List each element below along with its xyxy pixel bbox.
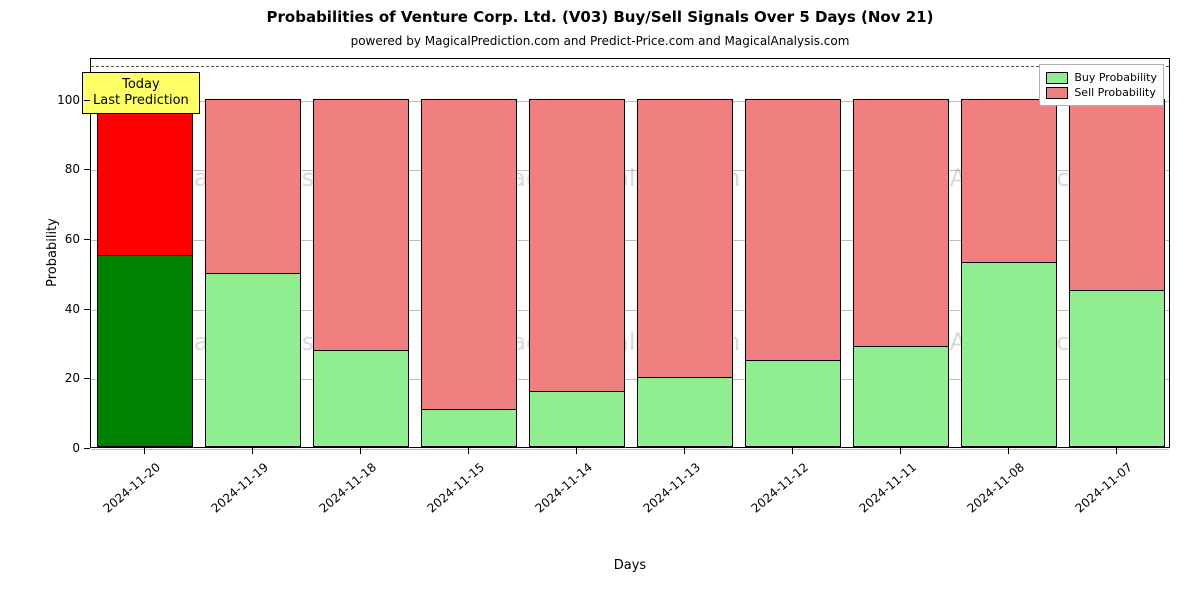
bar-group	[97, 99, 192, 447]
bar-group	[853, 99, 948, 447]
legend-item: Buy Probability	[1046, 71, 1157, 84]
x-tick-label: 2024-11-19	[193, 460, 271, 529]
y-tick-label: 20	[50, 371, 80, 385]
bar-buy	[529, 391, 624, 447]
x-tick-label: 2024-11-15	[409, 460, 487, 529]
x-tick-mark	[792, 448, 793, 454]
today-callout-line2: Last Prediction	[93, 93, 189, 109]
x-tick-label: 2024-11-08	[949, 460, 1027, 529]
x-tick-label: 2024-11-13	[625, 460, 703, 529]
y-tick-mark	[84, 448, 90, 449]
x-axis-label: Days	[90, 558, 1170, 573]
chart-container: Probabilities of Venture Corp. Ltd. (V03…	[0, 0, 1200, 600]
bar-buy	[97, 255, 192, 447]
x-tick-mark	[576, 448, 577, 454]
x-tick-mark	[360, 448, 361, 454]
bar-group	[1069, 99, 1164, 447]
plot-area: MagicalAnalysis.comMagicalAnalysis.comMa…	[90, 58, 1170, 448]
bar-sell	[529, 99, 624, 392]
y-tick-mark	[84, 169, 90, 170]
x-tick-label: 2024-11-11	[841, 460, 919, 529]
legend-item: Sell Probability	[1046, 86, 1157, 99]
y-tick-mark	[84, 100, 90, 101]
x-tick-label: 2024-11-07	[1057, 460, 1135, 529]
bar-group	[961, 99, 1056, 447]
legend: Buy Probability Sell Probability	[1039, 64, 1164, 106]
bar-buy	[745, 360, 840, 447]
bar-group	[529, 99, 624, 447]
bar-buy	[637, 377, 732, 447]
bar-buy	[313, 350, 408, 448]
dashed-reference-line	[91, 66, 1169, 67]
bar-sell	[1069, 99, 1164, 291]
bar-sell	[205, 99, 300, 273]
y-tick-label: 80	[50, 162, 80, 176]
bar-sell	[961, 99, 1056, 263]
x-tick-mark	[468, 448, 469, 454]
bar-sell	[421, 99, 516, 409]
chart-title: Probabilities of Venture Corp. Ltd. (V03…	[0, 8, 1200, 26]
y-tick-label: 0	[50, 441, 80, 455]
bar-buy	[1069, 290, 1164, 447]
x-tick-mark	[144, 448, 145, 454]
bar-group	[313, 99, 408, 447]
chart-subtitle: powered by MagicalPrediction.com and Pre…	[0, 34, 1200, 48]
y-tick-mark	[84, 239, 90, 240]
y-tick-label: 100	[50, 93, 80, 107]
today-callout: Today Last Prediction	[82, 72, 200, 115]
legend-swatch	[1046, 87, 1068, 99]
bar-sell	[97, 99, 192, 256]
y-tick-mark	[84, 309, 90, 310]
x-tick-mark	[252, 448, 253, 454]
bar-buy	[853, 346, 948, 447]
y-tick-label: 40	[50, 302, 80, 316]
y-axis-label: Probability	[45, 218, 60, 287]
x-tick-label: 2024-11-20	[85, 460, 163, 529]
bar-sell	[313, 99, 408, 350]
x-tick-label: 2024-11-14	[517, 460, 595, 529]
bar-group	[421, 99, 516, 447]
bar-group	[637, 99, 732, 447]
today-callout-line1: Today	[93, 77, 189, 93]
bar-group	[745, 99, 840, 447]
y-tick-mark	[84, 378, 90, 379]
x-tick-mark	[1116, 448, 1117, 454]
x-tick-mark	[900, 448, 901, 454]
x-tick-mark	[684, 448, 685, 454]
bar-sell	[745, 99, 840, 360]
bar-buy	[421, 409, 516, 447]
legend-swatch	[1046, 72, 1068, 84]
x-tick-label: 2024-11-18	[301, 460, 379, 529]
legend-label: Sell Probability	[1074, 86, 1156, 99]
bar-sell	[637, 99, 732, 378]
bar-buy	[961, 262, 1056, 447]
x-tick-label: 2024-11-12	[733, 460, 811, 529]
bar-group	[205, 99, 300, 447]
bar-buy	[205, 273, 300, 447]
x-tick-mark	[1008, 448, 1009, 454]
legend-label: Buy Probability	[1074, 71, 1157, 84]
bar-sell	[853, 99, 948, 346]
y-tick-label: 60	[50, 232, 80, 246]
